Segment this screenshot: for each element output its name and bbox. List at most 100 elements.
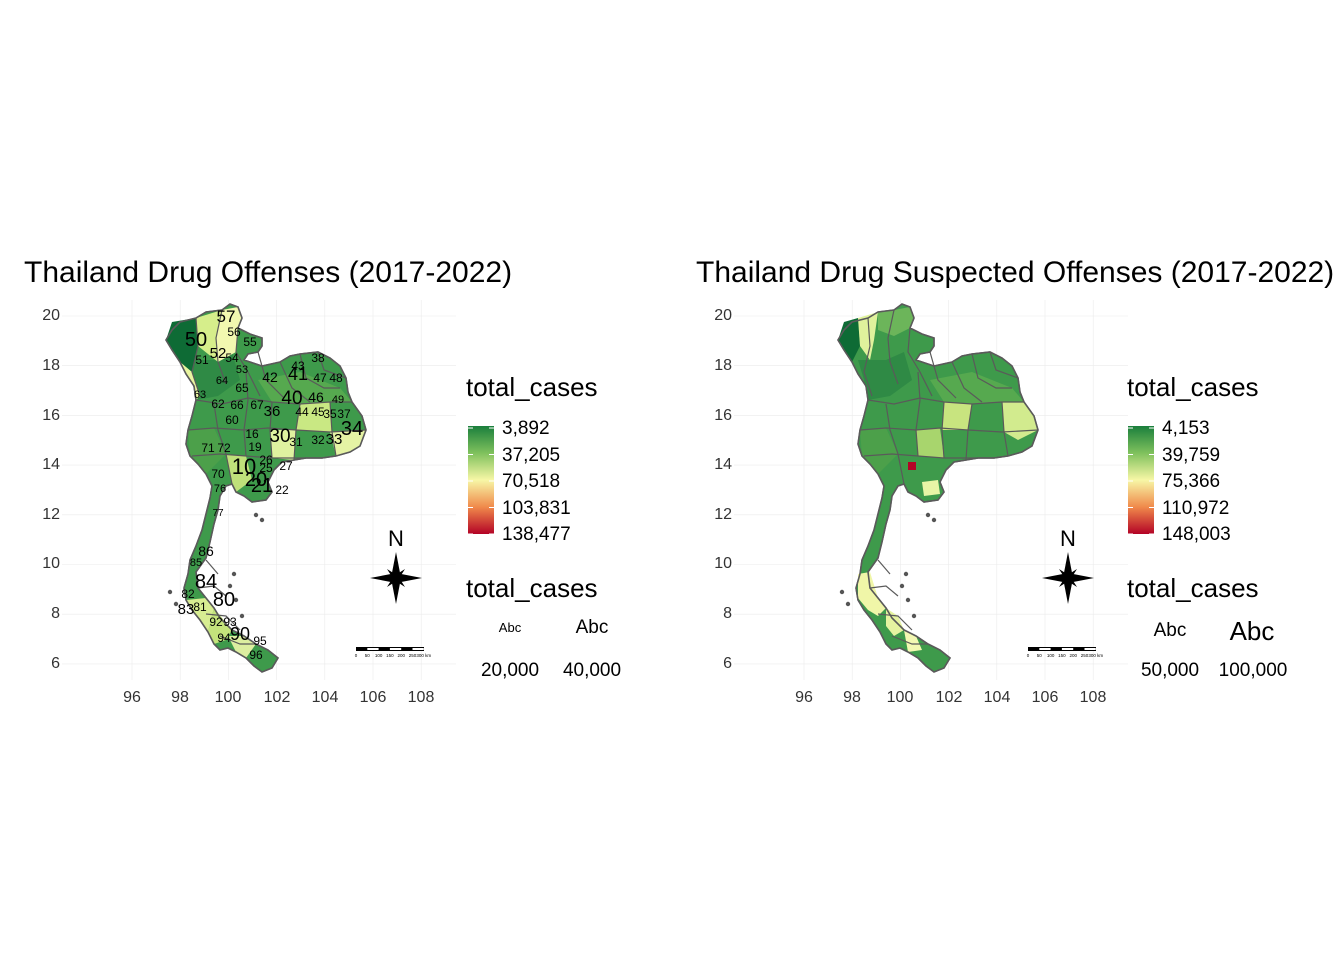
scale-bar-label: 200 [1069,653,1077,658]
region-label: 56 [227,325,241,339]
region-label: 76 [214,483,226,495]
right-ytick: 12 [714,506,732,523]
province-fill [226,454,252,492]
province-border [965,403,973,461]
region-label: 70 [211,467,225,481]
right-fill-legend-label: 75,366 [1162,471,1221,492]
region-label: 54 [225,351,239,365]
region-label: 64 [216,375,228,387]
region-label: 37 [337,407,351,421]
island [925,512,931,518]
region-label: 57 [217,307,236,326]
right-size-legend-abc-large: Abc [1229,616,1275,646]
right-xtick: 96 [795,689,813,706]
province-border [951,361,983,403]
region-label: 35 [323,407,337,421]
scale-bar-label: 50 [1037,653,1043,658]
province-fill [904,630,922,652]
region-label: 53 [236,364,248,376]
province-border [213,403,233,485]
scale-bar-segment [1039,648,1051,650]
province-border [269,401,273,459]
scale-bar-label: 100 [375,653,383,658]
island [899,583,905,589]
right-size-legend-abc-small: Abc [1153,620,1187,641]
right-map-panel: Thailand Drug Suspected Offenses (2017-2… [672,0,1344,960]
scale-bar-label: 250 [1081,653,1089,658]
left-xtick: 108 [407,689,435,706]
region-label: 32 [311,433,325,447]
island [839,589,845,595]
province-border [989,351,1019,379]
province-border [885,403,905,485]
province-border [887,309,899,385]
left-map-title: Thailand Drug Offenses (2017-2022) [24,256,513,289]
region-label: 92 [209,615,223,629]
left-ytick: 18 [42,357,60,374]
province-border [215,309,227,385]
island [227,583,233,589]
scale-bar-label: 200 [397,653,405,658]
region-label: 55 [243,335,257,349]
right-ytick: 8 [723,605,732,622]
province-border [197,585,227,597]
right-xtick: 98 [843,689,861,706]
region-label: 40 [281,388,302,409]
right-xtick: 102 [935,689,963,706]
scale-bar-segment [1061,648,1074,650]
scale-bar-label: 150 [386,653,394,658]
region-label: 16 [245,427,259,441]
left-size-legend-title: total_cases [466,573,598,603]
region-label: 38 [311,351,325,365]
left-ytick: 10 [42,555,60,572]
region-label: 48 [329,371,343,385]
scale-bar-segment [389,648,402,650]
province-border [293,403,301,461]
province-border [877,613,913,631]
region-label: 80 [213,589,235,611]
region-label: 50 [185,329,207,351]
region-label: 84 [195,571,217,593]
left-fill-legend-label: 138,477 [502,524,571,545]
left-size-legend-value: 40,000 [562,660,622,681]
island [231,571,237,577]
scale-bar-label: 100 [1047,653,1055,658]
region-label: 36 [264,403,281,420]
province-border [235,327,261,397]
left-fill-legend-title: total_cases [466,372,598,402]
island [259,517,265,523]
province-border [859,427,1039,433]
province-border [971,353,1012,389]
left-fill-legend-label: 103,831 [502,498,571,519]
province-border [869,585,899,597]
region-label: 85 [190,557,202,569]
region-label: 95 [253,634,267,648]
region-label: 25 [259,461,273,475]
province-border [191,317,201,397]
right-fill-legend-label: 148,003 [1162,524,1231,545]
region-label: 43 [291,359,305,373]
region-label: 86 [198,543,214,559]
island [845,601,851,607]
left-ytick: 14 [42,456,60,473]
left-xtick: 98 [171,689,189,706]
province-border [1001,401,1009,457]
province-fill [270,430,296,460]
region-label: 71 [201,441,215,455]
island [931,517,937,523]
region-label: 22 [275,483,289,497]
region-label: 63 [194,389,206,401]
scale-bar-segment [367,648,379,650]
province-border [219,635,256,645]
province-border [907,327,933,397]
north-arrow-icon [1042,552,1094,604]
right-size-legend-title: total_cases [1127,573,1259,603]
left-xtick: 104 [311,689,339,706]
left-xtick: 102 [263,689,291,706]
region-label: 41 [288,364,308,384]
right-size-legend-value: 50,000 [1140,660,1200,681]
region-label: 10 [232,454,256,479]
province-fill [166,318,198,372]
right-ytick: 20 [714,307,732,324]
